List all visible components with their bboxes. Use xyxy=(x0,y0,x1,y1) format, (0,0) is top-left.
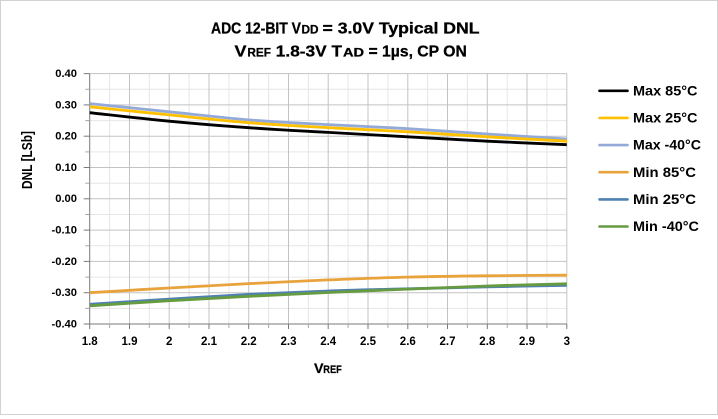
svg-text:DNL [LSb]: DNL [LSb] xyxy=(20,131,36,189)
svg-text:-0.20: -0.20 xyxy=(52,256,78,268)
svg-text:2.2: 2.2 xyxy=(241,336,257,348)
svg-text:0.20: 0.20 xyxy=(55,131,77,143)
svg-text:Max 25°C: Max 25°C xyxy=(633,111,698,126)
svg-text:-0.30: -0.30 xyxy=(52,287,78,299)
svg-text:0.00: 0.00 xyxy=(55,193,77,205)
svg-text:2.9: 2.9 xyxy=(519,336,535,348)
svg-text:-0.10: -0.10 xyxy=(52,225,78,237)
svg-text:2.8: 2.8 xyxy=(479,336,496,348)
svg-text:2.1: 2.1 xyxy=(201,336,218,348)
svg-text:2.6: 2.6 xyxy=(400,336,416,348)
svg-text:2.4: 2.4 xyxy=(320,336,337,348)
svg-text:Min -40°C: Min -40°C xyxy=(633,219,699,234)
svg-text:VREF: VREF xyxy=(314,360,342,376)
svg-text:2.5: 2.5 xyxy=(360,336,377,348)
svg-text:2.7: 2.7 xyxy=(440,336,456,348)
svg-text:Min 25°C: Min 25°C xyxy=(633,192,696,207)
svg-text:Min 85°C: Min 85°C xyxy=(633,165,696,180)
svg-text:0.30: 0.30 xyxy=(55,99,77,111)
svg-text:0.40: 0.40 xyxy=(55,68,77,80)
svg-text:-0.40: -0.40 xyxy=(52,318,78,330)
svg-text:2.3: 2.3 xyxy=(281,336,297,348)
svg-text:0.10: 0.10 xyxy=(55,162,77,174)
svg-text:Max -40°C: Max -40°C xyxy=(633,138,701,153)
svg-text:1.8: 1.8 xyxy=(82,336,99,348)
svg-text:2: 2 xyxy=(166,336,172,348)
svg-text:Max 85°C: Max 85°C xyxy=(633,83,698,98)
svg-text:ADC 12-BIT VDD= 3.0V Typical D: ADC 12-BIT VDD = 3.0V Typical DNL xyxy=(211,20,480,37)
svg-text:3: 3 xyxy=(564,336,570,348)
svg-text:1.9: 1.9 xyxy=(122,336,138,348)
